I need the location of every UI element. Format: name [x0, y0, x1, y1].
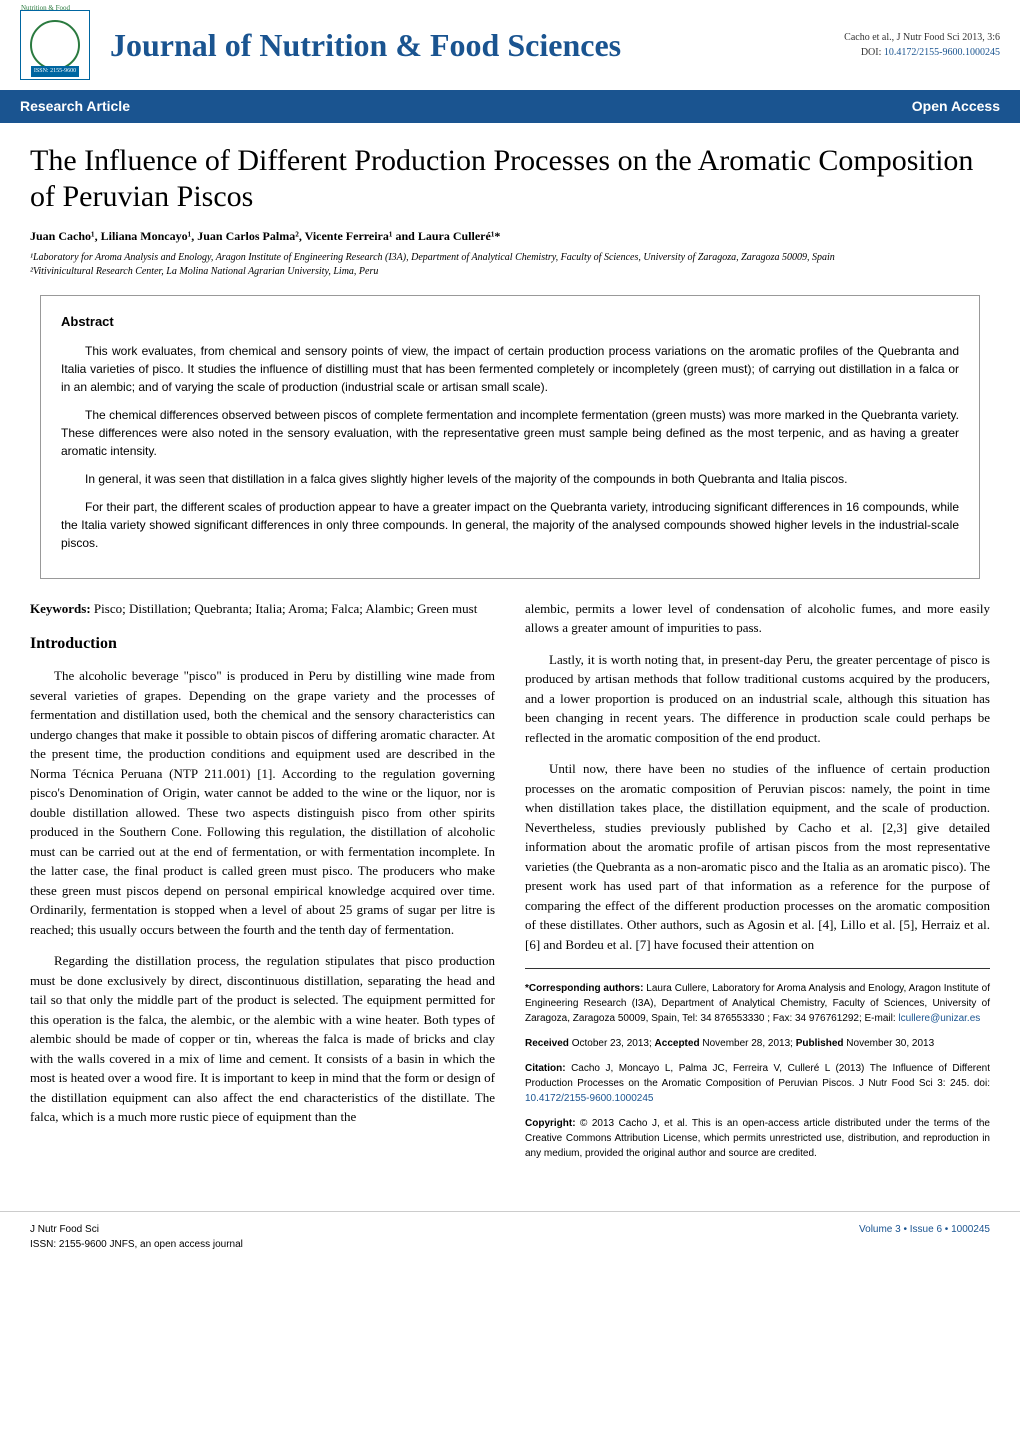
- affiliations: ¹Laboratory for Aroma Analysis and Enolo…: [30, 251, 990, 279]
- abstract-p1: This work evaluates, from chemical and s…: [61, 342, 959, 396]
- header-citation: Cacho et al., J Nutr Food Sci 2013, 3:6 …: [844, 30, 1000, 60]
- received-label: Received: [525, 1038, 572, 1049]
- abstract-p4: For their part, the different scales of …: [61, 498, 959, 552]
- intro-heading: Introduction: [30, 632, 495, 656]
- content-area: The Influence of Different Production Pr…: [0, 123, 1020, 1191]
- abstract-p2: The chemical differences observed betwee…: [61, 406, 959, 460]
- doi-label: DOI:: [861, 47, 884, 58]
- affiliation-2: ²Vitivinicultural Research Center, La Mo…: [30, 265, 990, 279]
- right-p1: alembic, permits a lower level of conden…: [525, 599, 990, 638]
- right-p3: Until now, there have been no studies of…: [525, 759, 990, 954]
- journal-logo: Nutrition & Food ISSN: 2155-9600: [20, 10, 90, 80]
- citation-line: Cacho et al., J Nutr Food Sci 2013, 3:6: [844, 30, 1000, 45]
- citation-text: Cacho J, Moncayo L, Palma JC, Ferreira V…: [525, 1063, 990, 1089]
- intro-body: The alcoholic beverage "pisco" is produc…: [30, 666, 495, 1127]
- article-title: The Influence of Different Production Pr…: [30, 143, 990, 215]
- two-column-layout: Keywords: Pisco; Distillation; Quebranta…: [30, 599, 990, 1172]
- citation-block: Citation: Cacho J, Moncayo L, Palma JC, …: [525, 1061, 990, 1106]
- journal-title: Journal of Nutrition & Food Sciences: [110, 21, 844, 69]
- abstract-box: Abstract This work evaluates, from chemi…: [40, 295, 980, 579]
- accepted-date: November 28, 2013;: [702, 1038, 795, 1049]
- abstract-heading: Abstract: [61, 312, 959, 332]
- right-column: alembic, permits a lower level of conden…: [525, 599, 990, 1172]
- corresponding-label: *Corresponding authors:: [525, 983, 646, 994]
- banner-left: Research Article: [20, 96, 130, 117]
- copyright-text: © 2013 Cacho J, et al. This is an open-a…: [525, 1118, 990, 1159]
- received-date: October 23, 2013;: [572, 1038, 655, 1049]
- abstract-p3: In general, it was seen that distillatio…: [61, 470, 959, 488]
- right-body: alembic, permits a lower level of conden…: [525, 599, 990, 955]
- accepted-label: Accepted: [655, 1038, 703, 1049]
- citation-doi-link[interactable]: 10.4172/2155-9600.1000245: [525, 1093, 653, 1104]
- affiliation-1: ¹Laboratory for Aroma Analysis and Enolo…: [30, 251, 990, 265]
- published-label: Published: [796, 1038, 847, 1049]
- citation-label: Citation:: [525, 1063, 571, 1074]
- article-type-banner: Research Article Open Access: [0, 90, 1020, 123]
- header-bar: Nutrition & Food ISSN: 2155-9600 Journal…: [0, 0, 1020, 90]
- keywords-label: Keywords:: [30, 601, 94, 616]
- page-footer-left: J Nutr Food Sci ISSN: 2155-9600 JNFS, an…: [30, 1222, 243, 1252]
- logo-circle-icon: [30, 20, 80, 70]
- keywords-block: Keywords: Pisco; Distillation; Quebranta…: [30, 599, 495, 619]
- keywords-text: Pisco; Distillation; Quebranta; Italia; …: [94, 601, 477, 616]
- corresponding-author: *Corresponding authors: Laura Cullere, L…: [525, 981, 990, 1026]
- doi-link[interactable]: 10.4172/2155-9600.1000245: [884, 47, 1000, 58]
- dates-line: Received October 23, 2013; Accepted Nove…: [525, 1036, 990, 1051]
- right-p2: Lastly, it is worth noting that, in pres…: [525, 650, 990, 748]
- copyright-block: Copyright: © 2013 Cacho J, et al. This i…: [525, 1116, 990, 1161]
- page-footer-right: Volume 3 • Issue 6 • 1000245: [859, 1222, 990, 1252]
- intro-p2: Regarding the distillation process, the …: [30, 951, 495, 1127]
- left-column: Keywords: Pisco; Distillation; Quebranta…: [30, 599, 495, 1172]
- banner-right: Open Access: [912, 96, 1000, 117]
- email-link[interactable]: lcullere@unizar.es: [898, 1013, 980, 1024]
- authors-line: Juan Cacho¹, Liliana Moncayo¹, Juan Carl…: [30, 227, 990, 245]
- published-date: November 30, 2013: [846, 1038, 934, 1049]
- page-footer: J Nutr Food Sci ISSN: 2155-9600 JNFS, an…: [0, 1211, 1020, 1272]
- intro-p1: The alcoholic beverage "pisco" is produc…: [30, 666, 495, 939]
- logo-issn: ISSN: 2155-9600: [31, 66, 79, 77]
- footer-journal-abbrev: J Nutr Food Sci: [30, 1222, 243, 1237]
- doi-line: DOI: 10.4172/2155-9600.1000245: [844, 45, 1000, 60]
- article-info-box: *Corresponding authors: Laura Cullere, L…: [525, 968, 990, 1161]
- copyright-label: Copyright:: [525, 1118, 580, 1129]
- logo-top-text: Nutrition & Food: [21, 3, 70, 14]
- footer-issn-line: ISSN: 2155-9600 JNFS, an open access jou…: [30, 1237, 243, 1252]
